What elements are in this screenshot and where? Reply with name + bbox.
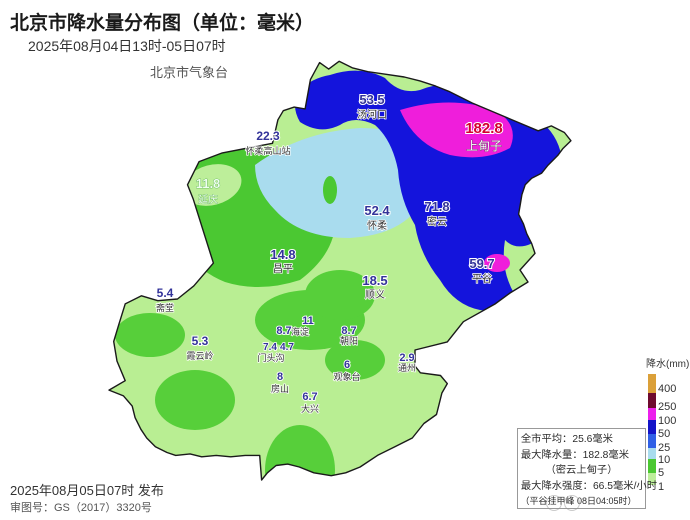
svg-text:59.7: 59.7 bbox=[469, 256, 494, 271]
svg-text:18.5: 18.5 bbox=[362, 273, 387, 288]
svg-text:海淀: 海淀 bbox=[291, 326, 309, 337]
svg-text:11: 11 bbox=[302, 315, 314, 327]
svg-text:汤河口: 汤河口 bbox=[357, 108, 387, 121]
svg-text:11.8: 11.8 bbox=[196, 176, 221, 191]
svg-text:怀柔: 怀柔 bbox=[367, 220, 387, 232]
svg-text:门头沟: 门头沟 bbox=[257, 352, 284, 363]
svg-text:5.3: 5.3 bbox=[192, 334, 209, 348]
svg-text:怀柔高山站: 怀柔高山站 bbox=[245, 145, 290, 156]
svg-text:6: 6 bbox=[344, 359, 350, 371]
svg-text:斋堂: 斋堂 bbox=[156, 302, 174, 313]
svg-text:霞云岭: 霞云岭 bbox=[186, 350, 213, 361]
svg-text:延庆: 延庆 bbox=[198, 193, 218, 206]
svg-text:5.4: 5.4 bbox=[157, 286, 174, 300]
svg-text:182.8: 182.8 bbox=[465, 120, 503, 137]
svg-text:4.7: 4.7 bbox=[280, 342, 294, 353]
svg-text:观象台: 观象台 bbox=[333, 371, 360, 382]
svg-text:6.7: 6.7 bbox=[302, 391, 317, 403]
svg-text:22.3: 22.3 bbox=[256, 129, 280, 143]
svg-text:顺义: 顺义 bbox=[365, 289, 385, 301]
svg-text:朝阳: 朝阳 bbox=[340, 336, 358, 346]
svg-text:昌平: 昌平 bbox=[273, 263, 293, 275]
svg-text:上甸子: 上甸子 bbox=[466, 139, 502, 153]
svg-text:平谷: 平谷 bbox=[472, 273, 492, 285]
svg-text:通州: 通州 bbox=[398, 363, 416, 373]
svg-text:8.7: 8.7 bbox=[276, 325, 291, 337]
svg-text:52.4: 52.4 bbox=[364, 203, 390, 218]
svg-text:53.5: 53.5 bbox=[359, 92, 384, 107]
svg-text:71.8: 71.8 bbox=[424, 199, 449, 214]
svg-text:8: 8 bbox=[277, 371, 283, 383]
svg-text:14.8: 14.8 bbox=[270, 247, 295, 262]
svg-text:密云: 密云 bbox=[427, 215, 447, 228]
svg-text:房山: 房山 bbox=[271, 383, 289, 394]
svg-text:大兴: 大兴 bbox=[301, 403, 319, 414]
svg-text:7.4: 7.4 bbox=[263, 342, 277, 353]
